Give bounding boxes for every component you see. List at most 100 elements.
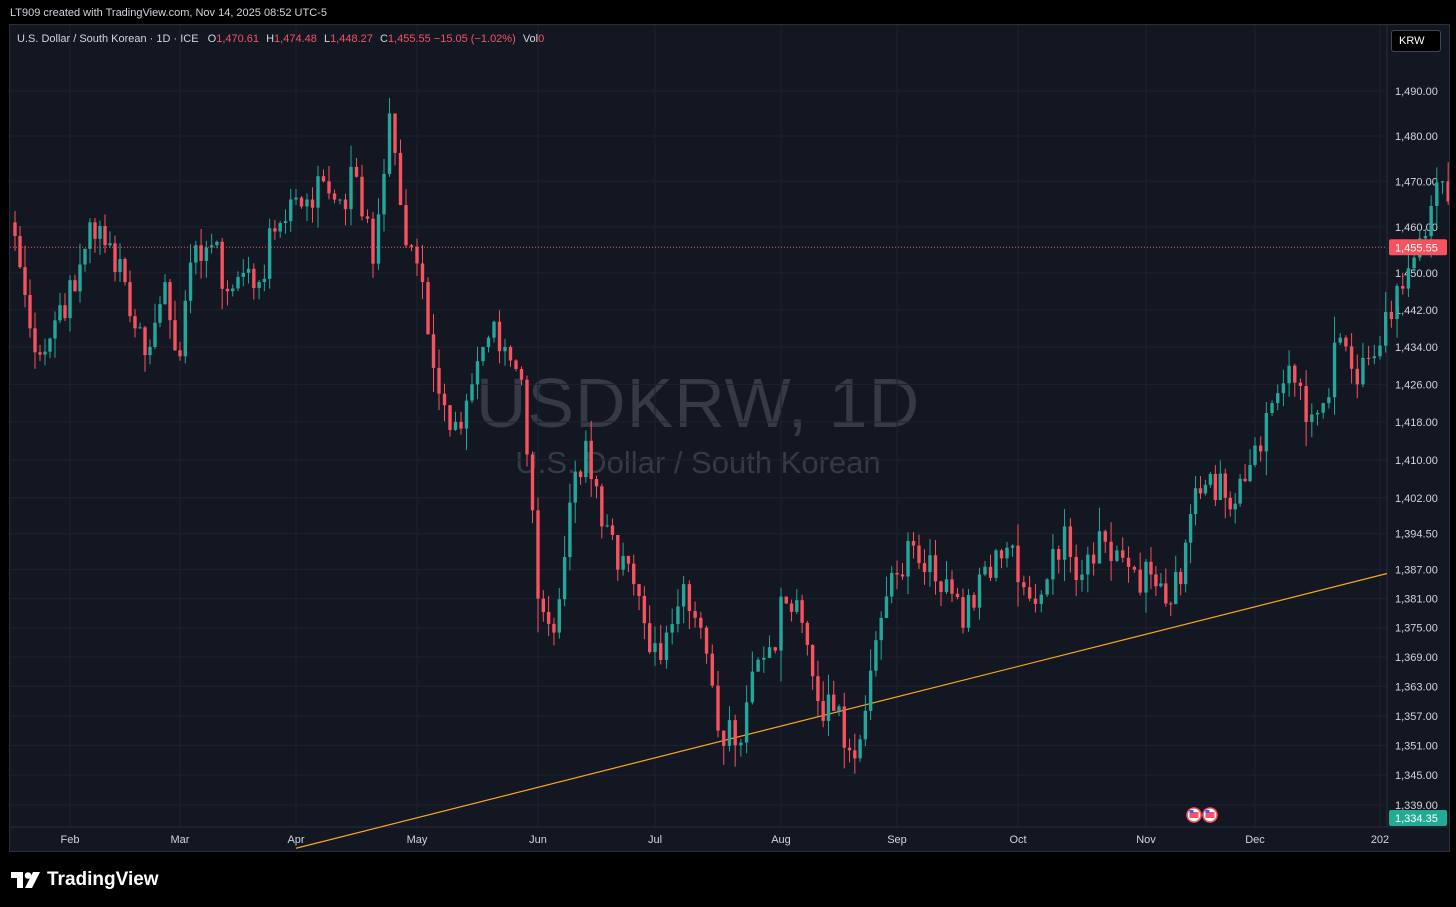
candle-body	[338, 199, 342, 201]
candle	[1103, 529, 1107, 553]
candle-body	[826, 694, 831, 721]
candle	[1389, 300, 1394, 328]
candle	[133, 309, 137, 338]
candle-body	[1183, 542, 1188, 585]
candle	[241, 259, 245, 287]
candle	[1293, 363, 1297, 397]
candle	[168, 278, 172, 339]
candle	[911, 532, 916, 559]
candle-body	[305, 199, 309, 207]
candle	[262, 264, 267, 292]
candle-body	[874, 640, 878, 671]
candle	[795, 589, 799, 614]
candle	[1258, 436, 1263, 462]
candle	[38, 344, 42, 362]
time-tick-label: Dec	[1245, 834, 1265, 846]
candle-body	[1378, 345, 1382, 357]
candle	[568, 483, 572, 571]
time-tick-label: Apr	[287, 834, 304, 846]
candle-body	[470, 384, 474, 401]
time-tick-label: Nov	[1136, 834, 1156, 846]
candle-body	[1281, 383, 1286, 394]
candle-body	[1068, 526, 1073, 557]
candle-body	[562, 556, 567, 600]
candle	[1039, 590, 1043, 613]
candle	[704, 625, 709, 664]
candle-body	[148, 346, 152, 356]
candle-body	[637, 584, 641, 596]
candle-body	[647, 623, 652, 653]
candle	[1068, 518, 1073, 573]
candle-body	[632, 563, 636, 585]
candle	[470, 373, 474, 404]
candle	[486, 335, 491, 353]
candle	[847, 738, 852, 763]
us-flag-event-icon[interactable]	[1202, 807, 1218, 823]
candle	[497, 310, 502, 364]
candle	[642, 586, 647, 640]
candle	[756, 657, 760, 672]
candle	[1401, 272, 1405, 295]
candle	[653, 626, 657, 666]
candle-body	[744, 702, 749, 743]
tradingview-brand[interactable]: TradingView	[11, 868, 159, 892]
candle-body	[426, 282, 430, 335]
price-tick-label: 1,434.00	[1395, 342, 1438, 354]
candle-body	[321, 176, 326, 182]
candle	[994, 548, 998, 582]
candle	[128, 270, 132, 323]
candle	[1321, 402, 1325, 419]
candle-body	[1338, 337, 1342, 343]
candle	[178, 341, 182, 361]
last-price-label: 1,455.55	[1395, 242, 1438, 254]
candle-body	[103, 226, 107, 246]
candle-body	[1304, 385, 1308, 422]
candle-body	[950, 579, 954, 594]
candle-body	[1429, 205, 1433, 237]
candle-body	[294, 197, 298, 200]
candle-body	[459, 421, 463, 429]
candle-body	[767, 647, 772, 658]
candle-body	[922, 563, 927, 573]
candle-body	[13, 222, 17, 237]
candle-body	[681, 584, 686, 607]
candle-body	[1198, 488, 1203, 494]
candle-body	[1293, 365, 1297, 383]
candle-body	[404, 205, 408, 246]
candle	[393, 113, 397, 166]
price-chart[interactable]: 1,490.00 1,480.00 1,470.00 1,460.00 1,450.00…	[10, 25, 1449, 851]
candle-body	[1132, 566, 1137, 570]
candle	[584, 430, 588, 483]
candle-body	[722, 730, 726, 746]
candle	[1361, 342, 1365, 388]
candle-body	[23, 267, 27, 295]
candle-body	[168, 282, 172, 321]
candle	[950, 570, 954, 603]
candle-body	[710, 653, 714, 686]
currency-button[interactable]: KRW	[1391, 30, 1441, 52]
candle	[1366, 345, 1371, 366]
candle	[1298, 378, 1303, 400]
candle	[231, 284, 235, 297]
candle-body	[626, 555, 631, 564]
candle	[73, 274, 77, 292]
candle	[1238, 474, 1242, 507]
candle	[837, 704, 841, 717]
candle-body	[28, 294, 32, 329]
candle	[123, 257, 127, 286]
symbol-description[interactable]: U.S. Dollar / South Korean · 1D · ICE	[17, 33, 199, 45]
candle-body	[847, 747, 852, 751]
candle-body	[508, 346, 513, 361]
candle-body	[133, 316, 137, 329]
candle	[1086, 546, 1090, 593]
candle	[343, 193, 348, 226]
candle	[1310, 403, 1314, 438]
candle	[1233, 493, 1237, 524]
candle-body	[387, 113, 392, 174]
us-flag-event-icon[interactable]	[1186, 807, 1202, 823]
candle	[404, 189, 408, 248]
chart-panel[interactable]: USDKRW, 1D U.S. Dollar / South Korean 1,…	[9, 24, 1450, 852]
candle	[884, 576, 889, 619]
candle	[1016, 524, 1020, 607]
candle	[273, 220, 277, 240]
